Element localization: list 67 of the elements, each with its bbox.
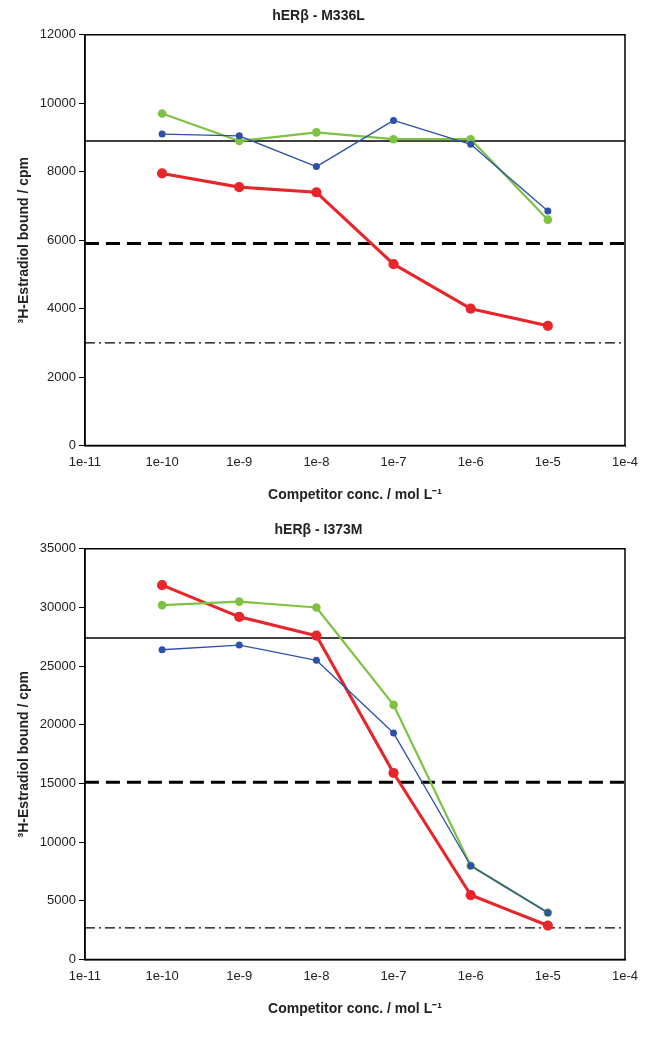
point <box>388 259 399 270</box>
point <box>234 182 245 193</box>
y-tick-label: 0 <box>68 951 76 967</box>
x-tick-label: 1e-6 <box>457 967 484 983</box>
x-tick-label: 1e-7 <box>380 453 407 469</box>
point <box>312 128 321 137</box>
x-tick-label: 1e-4 <box>611 967 639 983</box>
point <box>542 320 553 331</box>
y-tick-label: 30000 <box>39 599 76 615</box>
point <box>389 700 398 710</box>
y-tick-label: 8000 <box>47 163 76 179</box>
x-tick-label: 1e-10 <box>145 967 179 983</box>
y-tick-label: 10000 <box>39 833 76 849</box>
y-axis-title: ³H-Estradiol bound / cpm <box>15 670 32 838</box>
point <box>467 140 475 148</box>
point <box>465 303 476 314</box>
y-tick-label: 15000 <box>39 775 76 791</box>
y-tick-label: 35000 <box>39 540 76 556</box>
x-tick-label: 1e-5 <box>534 967 561 983</box>
y-tick-label: 5000 <box>47 892 76 908</box>
x-tick-label: 1e-11 <box>68 453 102 469</box>
point <box>234 597 244 606</box>
x-axis-title: Competitor conc. / mol L⁻¹ <box>268 486 443 503</box>
point <box>234 611 245 622</box>
x-tick-label: 1e-5 <box>534 453 561 469</box>
point <box>390 729 398 737</box>
x-tick-label: 1e-8 <box>303 453 330 469</box>
point <box>312 603 321 612</box>
point <box>235 641 243 649</box>
point <box>312 656 320 664</box>
x-axis-title: Competitor conc. / mol L⁻¹ <box>268 1000 443 1017</box>
point <box>465 889 476 901</box>
point <box>311 630 322 641</box>
y-tick-label: 25000 <box>39 657 76 673</box>
point <box>235 132 243 140</box>
x-tick-label: 1e-10 <box>145 453 179 469</box>
x-tick-label: 1e-9 <box>226 453 253 469</box>
point <box>158 130 166 138</box>
point <box>311 187 322 198</box>
y-tick-label: 12000 <box>39 26 76 42</box>
x-tick-label: 1e-8 <box>303 967 330 983</box>
y-tick-label: 4000 <box>47 300 76 316</box>
point <box>543 215 553 224</box>
y-tick-label: 0 <box>68 437 76 453</box>
point <box>157 580 168 591</box>
point <box>544 207 552 215</box>
x-tick-label: 1e-6 <box>457 453 484 469</box>
point <box>390 116 398 124</box>
point <box>157 600 167 610</box>
x-tick-label: 1e-11 <box>68 967 102 983</box>
point <box>157 109 167 118</box>
y-axis-title: ³H-Estradiol bound / cpm <box>15 156 32 324</box>
x-tick-label: 1e-4 <box>611 453 639 469</box>
point <box>388 767 399 779</box>
point <box>312 163 320 171</box>
y-tick-label: 20000 <box>39 716 76 732</box>
point <box>158 646 166 654</box>
point <box>389 134 398 144</box>
chart-title: hERβ - M336L <box>272 7 366 24</box>
y-tick-label: 6000 <box>47 231 76 247</box>
y-tick-label: 10000 <box>39 94 76 110</box>
x-tick-label: 1e-9 <box>226 967 253 983</box>
point <box>157 168 168 179</box>
point <box>542 920 553 931</box>
chart-title: hERβ - I373M <box>274 521 363 538</box>
y-tick-label: 2000 <box>47 368 76 384</box>
x-tick-label: 1e-7 <box>380 967 407 983</box>
